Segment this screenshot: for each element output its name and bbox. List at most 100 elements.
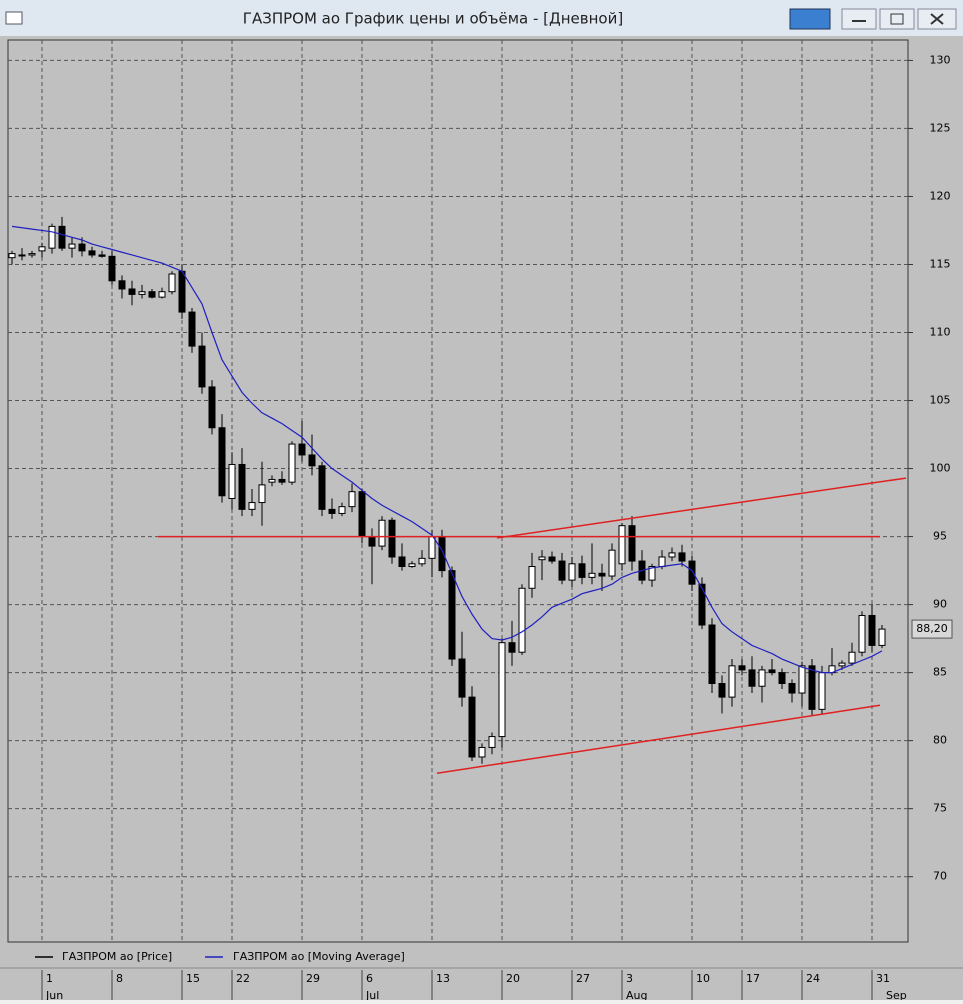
x-tick-label: 10 bbox=[696, 972, 710, 985]
candle-body bbox=[108, 255, 116, 282]
candle-body bbox=[398, 556, 406, 568]
x-tick-label: 24 bbox=[806, 972, 820, 985]
minimize-button[interactable] bbox=[841, 8, 877, 30]
candle-body bbox=[58, 225, 66, 249]
candle-body bbox=[498, 642, 506, 738]
candle-body bbox=[758, 669, 766, 687]
y-tick-label: 95 bbox=[933, 530, 947, 543]
plot-frame bbox=[7, 39, 909, 943]
candle-body bbox=[368, 536, 376, 547]
candle-body bbox=[768, 669, 776, 674]
month-label: Sep bbox=[886, 989, 907, 1000]
month-label: Jun bbox=[45, 989, 63, 1000]
x-tick-label: 15 bbox=[186, 972, 200, 985]
window-icon bbox=[5, 11, 23, 25]
candle-body bbox=[798, 665, 806, 694]
candle-body bbox=[868, 614, 876, 646]
y-tick-label: 130 bbox=[930, 53, 951, 66]
candle-body bbox=[358, 491, 366, 538]
candle-body bbox=[458, 658, 466, 698]
candle-body bbox=[708, 624, 716, 685]
x-tick-label: 1 bbox=[46, 972, 53, 985]
candle-body bbox=[738, 665, 746, 671]
candle-body bbox=[28, 253, 36, 256]
candle-body bbox=[338, 506, 346, 514]
candle-body bbox=[688, 560, 696, 585]
month-label: Jul bbox=[365, 989, 379, 1000]
link-button[interactable] bbox=[789, 8, 831, 30]
y-tick-label: 115 bbox=[930, 257, 951, 270]
y-tick-label: 80 bbox=[933, 734, 947, 747]
x-tick-label: 17 bbox=[746, 972, 760, 985]
candle-body bbox=[228, 463, 236, 499]
candle-body bbox=[318, 465, 326, 510]
candle-body bbox=[238, 463, 246, 510]
candle-body bbox=[858, 614, 866, 653]
y-tick-label: 85 bbox=[933, 666, 947, 679]
candle-body bbox=[38, 246, 46, 252]
candle-body bbox=[578, 563, 586, 578]
candle-body bbox=[118, 280, 126, 290]
candle-body bbox=[598, 572, 606, 577]
y-tick-label: 90 bbox=[933, 598, 947, 611]
candle-body bbox=[628, 525, 636, 562]
candle-body bbox=[288, 443, 296, 483]
candle-body bbox=[278, 478, 286, 483]
candle-body bbox=[268, 478, 276, 483]
candle-body bbox=[718, 683, 726, 698]
candle-body bbox=[728, 665, 736, 698]
x-tick-label: 27 bbox=[576, 972, 590, 985]
candle-body bbox=[508, 642, 516, 653]
candle-body bbox=[808, 665, 816, 710]
candle-body bbox=[428, 536, 436, 559]
candle-body bbox=[878, 628, 886, 646]
x-tick-label: 6 bbox=[366, 972, 373, 985]
candle-body bbox=[298, 443, 306, 456]
candle-body bbox=[838, 662, 846, 667]
candle-body bbox=[388, 519, 396, 558]
candle-body bbox=[8, 253, 16, 259]
candle-body bbox=[518, 587, 526, 653]
candle-body bbox=[48, 225, 56, 249]
candle-body bbox=[848, 651, 856, 664]
x-tick-label: 31 bbox=[876, 972, 890, 985]
last-value-box bbox=[911, 619, 953, 639]
candle-body bbox=[478, 746, 486, 758]
candle-body bbox=[208, 386, 216, 429]
y-tick-label: 70 bbox=[933, 870, 947, 883]
candle-body bbox=[18, 254, 26, 257]
x-tick-label: 29 bbox=[306, 972, 320, 985]
moving-average-line bbox=[11, 225, 883, 674]
candle-body bbox=[678, 552, 686, 562]
candle-body bbox=[608, 549, 616, 577]
maximize-button[interactable] bbox=[879, 8, 915, 30]
candle-body bbox=[548, 556, 556, 562]
x-tick-label: 13 bbox=[436, 972, 450, 985]
window-title: ГАЗПРОМ ао График цены и объёма - [Дневн… bbox=[243, 10, 623, 28]
candle-body bbox=[658, 556, 666, 568]
candle-body bbox=[818, 672, 826, 710]
candle-body bbox=[668, 552, 676, 558]
candle-body bbox=[488, 736, 496, 748]
candle-body bbox=[748, 669, 756, 687]
candle-body bbox=[78, 243, 86, 252]
candle-body bbox=[568, 563, 576, 581]
y-tick-label: 75 bbox=[933, 802, 947, 815]
y-tick-label: 100 bbox=[930, 462, 951, 475]
candle-body bbox=[168, 273, 176, 293]
candle-body bbox=[558, 560, 566, 581]
legend-label: ГАЗПРОМ ао [Price] bbox=[62, 950, 172, 963]
candle-body bbox=[68, 243, 76, 249]
candle-body bbox=[778, 672, 786, 685]
candle-body bbox=[588, 572, 596, 578]
x-tick-label: 8 bbox=[116, 972, 123, 985]
candle-body bbox=[218, 427, 226, 497]
y-tick-label: 105 bbox=[930, 394, 951, 407]
candle-body bbox=[378, 519, 386, 547]
candle-body bbox=[648, 566, 656, 581]
month-label: Aug bbox=[626, 989, 647, 1000]
candle-body bbox=[178, 270, 186, 313]
candle-body bbox=[138, 291, 146, 295]
candle-body bbox=[328, 508, 336, 514]
